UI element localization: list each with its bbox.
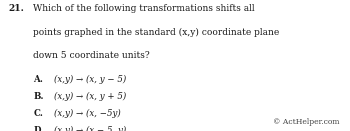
- Text: A.: A.: [33, 75, 43, 84]
- Text: 21.: 21.: [9, 4, 24, 13]
- Text: D.: D.: [33, 126, 44, 131]
- Text: © ActHelper.com: © ActHelper.com: [273, 118, 340, 126]
- Text: down 5 coordinate units?: down 5 coordinate units?: [33, 51, 150, 60]
- Text: (x,y) → (x, −5y): (x,y) → (x, −5y): [54, 109, 121, 118]
- Text: (x,y) → (x − 5, y): (x,y) → (x − 5, y): [54, 126, 126, 131]
- Text: (x,y) → (x, y + 5): (x,y) → (x, y + 5): [54, 92, 126, 101]
- Text: B.: B.: [33, 92, 44, 101]
- Text: points graphed in the standard (x,y) coordinate plane: points graphed in the standard (x,y) coo…: [33, 28, 280, 37]
- Text: Which of the following transformations shifts all: Which of the following transformations s…: [33, 4, 255, 13]
- Text: (x,y) → (x, y − 5): (x,y) → (x, y − 5): [54, 75, 126, 84]
- Text: C.: C.: [33, 109, 43, 118]
